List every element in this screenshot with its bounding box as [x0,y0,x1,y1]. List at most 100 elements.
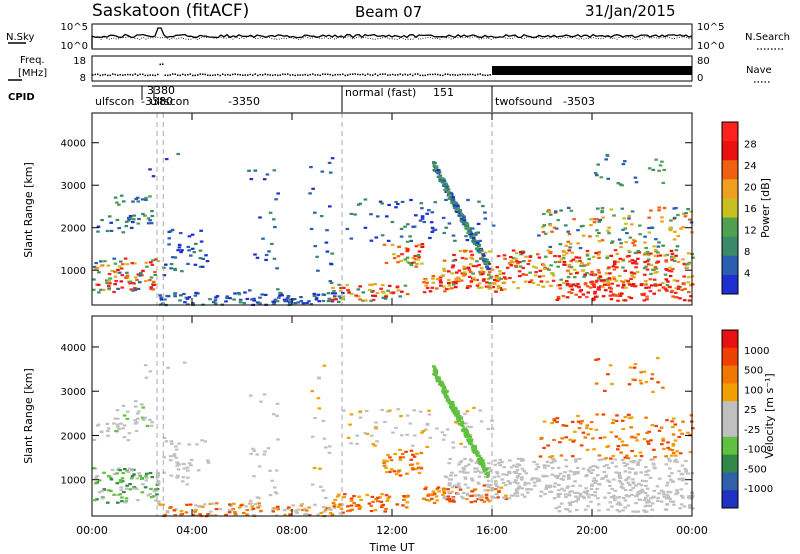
echo-cell [597,271,601,274]
echo-cell [179,513,183,516]
freq-point [227,73,229,76]
echo-cell [485,475,490,478]
echo-cell [619,242,623,245]
echo-cell [623,160,627,163]
echo-cell [285,296,290,299]
echo-cell [670,472,674,475]
echo-cell [292,298,297,301]
echo-cell [688,218,692,221]
echo-cell [490,268,495,271]
colorbar-tick-label: 8 [744,247,750,258]
freq-point [329,73,331,76]
echo-cell [384,494,389,497]
echo-cell [511,261,515,264]
echo-cell [604,272,609,275]
echo-cell [105,282,109,285]
echo-cell [116,425,120,428]
echo-cell [382,291,386,294]
echo-cell [652,245,656,248]
echo-cell [464,227,468,230]
echo-cell [301,302,306,305]
echo-cell [410,463,415,466]
echo-cell [176,468,181,471]
echo-cell [600,477,604,480]
echo-cell [412,409,416,412]
echo-cell [631,262,635,265]
echo-cell [597,509,601,512]
echo-cell [414,245,419,248]
echo-cell [324,446,328,449]
freq-point [269,74,271,76]
freq-point [332,74,334,77]
echo-cell [112,290,116,294]
echo-cell [340,298,345,301]
echo-cell [255,453,260,456]
echo-cell [504,277,508,280]
echo-cell [628,483,632,487]
echo-cell [346,505,350,508]
echo-cell [665,481,670,484]
echo-cell [647,167,652,170]
echo-cell [412,261,416,264]
echo-cell [321,505,326,509]
echo-cell [163,298,167,301]
echo-cell [109,478,114,481]
echo-cell [539,437,543,440]
echo-cell [580,419,584,423]
echo-cell [607,480,612,483]
echo-cell [487,500,492,503]
echo-cell [607,266,611,269]
echo-cell [120,274,125,277]
echo-cell [684,469,689,472]
echo-cell [275,267,279,270]
echo-cell [138,274,142,277]
echo-cell [148,370,153,373]
echo-cell [397,245,401,248]
echo-cell [632,276,636,279]
freq-point [354,73,356,75]
echo-cell [409,239,413,242]
echo-cell [285,508,290,511]
echo-cell [330,292,335,295]
echo-cell [552,419,557,422]
echo-cell [623,269,627,272]
echo-cell [450,471,454,474]
echo-cell [124,220,129,223]
echo-cell [137,472,141,475]
echo-cell [485,258,489,261]
echo-cell [664,463,669,466]
echo-cell [624,286,628,289]
echo-cell [262,453,266,456]
echo-cell [456,276,460,279]
echo-cell [670,420,674,423]
echo-cell [621,427,626,431]
echo-cell [345,283,349,287]
echo-cell [115,423,120,426]
echo-cell [682,283,686,286]
echo-cell [494,276,499,279]
echo-cell [681,226,685,229]
echo-cell [645,431,649,434]
echo-cell [419,451,424,455]
echo-cell [199,240,204,243]
echo-cell [361,299,365,302]
echo-cell [387,495,392,498]
echo-cell [125,263,130,266]
echo-cell [645,268,650,271]
echo-cell [133,419,137,422]
echo-cell [116,493,120,497]
echo-cell [477,263,481,267]
echo-cell [608,501,612,504]
echo-cell [594,465,598,468]
echo-cell [502,276,507,279]
echo-cell [508,481,512,484]
echo-cell [615,252,620,256]
y-tick-label: 1000 [61,476,86,487]
echo-cell [441,181,445,184]
echo-cell [425,498,429,501]
echo-cell [198,513,202,516]
echo-cell [566,270,571,273]
echo-cell [661,386,665,389]
echo-cell [150,210,154,213]
echo-cell [674,454,678,457]
